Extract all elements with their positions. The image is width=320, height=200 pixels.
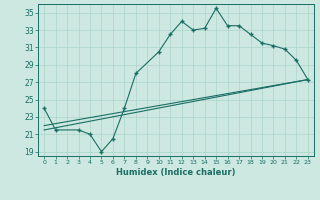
X-axis label: Humidex (Indice chaleur): Humidex (Indice chaleur): [116, 168, 236, 177]
